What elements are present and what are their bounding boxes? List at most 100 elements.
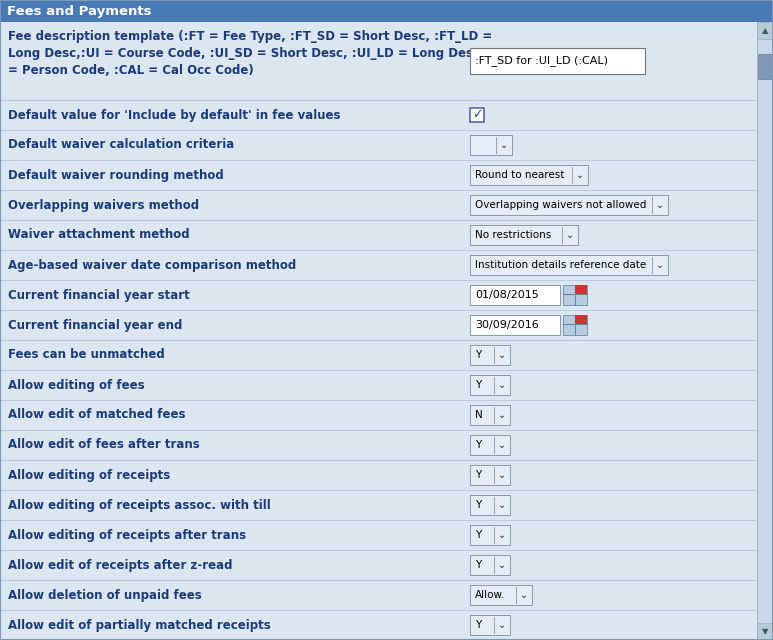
Text: ⌄: ⌄ <box>566 230 574 240</box>
Text: ⌄: ⌄ <box>656 200 664 210</box>
Bar <box>470 615 510 635</box>
Bar <box>0 520 757 550</box>
Text: Default value for 'Include by default' in fee values: Default value for 'Include by default' i… <box>8 109 340 122</box>
Bar <box>0 220 757 250</box>
Text: 01/08/2015: 01/08/2015 <box>475 290 539 300</box>
Bar <box>0 430 757 460</box>
Bar <box>563 315 587 335</box>
Bar <box>0 100 757 130</box>
Text: ⌄: ⌄ <box>498 410 506 420</box>
Bar <box>470 435 510 455</box>
Text: ⌄: ⌄ <box>520 590 528 600</box>
Bar <box>0 340 757 370</box>
Text: Default waiver rounding method: Default waiver rounding method <box>8 168 223 182</box>
Text: Default waiver calculation criteria: Default waiver calculation criteria <box>8 138 234 152</box>
Bar <box>470 345 510 365</box>
Text: ⌄: ⌄ <box>498 560 506 570</box>
Text: Fees can be unmatched: Fees can be unmatched <box>8 349 165 362</box>
Bar <box>758 54 772 79</box>
Text: ⌄: ⌄ <box>498 500 506 510</box>
Text: Fee description template (:FT = Fee Type, :FT_SD = Short Desc, :FT_LD =
Long Des: Fee description template (:FT = Fee Type… <box>8 30 498 77</box>
Text: Allow.: Allow. <box>475 590 506 600</box>
Text: Allow editing of receipts assoc. with till: Allow editing of receipts assoc. with ti… <box>8 499 271 511</box>
Text: Current financial year end: Current financial year end <box>8 319 182 332</box>
Text: Waiver attachment method: Waiver attachment method <box>8 228 189 241</box>
Bar <box>0 190 757 220</box>
Bar <box>757 22 773 39</box>
Bar <box>575 315 587 324</box>
Bar <box>0 130 757 160</box>
Text: Overlapping waivers method: Overlapping waivers method <box>8 198 199 211</box>
Text: ⌄: ⌄ <box>498 470 506 480</box>
Bar <box>470 465 510 485</box>
Text: Allow editing of receipts: Allow editing of receipts <box>8 468 170 481</box>
Bar <box>0 310 757 340</box>
Bar <box>470 285 560 305</box>
Bar <box>757 22 773 640</box>
Bar <box>470 495 510 515</box>
Text: ⌄: ⌄ <box>498 380 506 390</box>
Text: ⌄: ⌄ <box>500 140 508 150</box>
Text: Allow edit of matched fees: Allow edit of matched fees <box>8 408 186 422</box>
Bar <box>0 0 773 22</box>
Text: Allow editing of fees: Allow editing of fees <box>8 378 145 392</box>
Bar <box>470 255 668 275</box>
Text: Allow edit of receipts after z-read: Allow edit of receipts after z-read <box>8 559 233 572</box>
Text: Y: Y <box>475 530 482 540</box>
Bar <box>470 135 512 155</box>
Text: Current financial year start: Current financial year start <box>8 289 189 301</box>
Text: Institution details reference date: Institution details reference date <box>475 260 646 270</box>
Bar <box>470 108 484 122</box>
Bar <box>470 375 510 395</box>
Bar <box>575 285 587 294</box>
Bar <box>470 525 510 545</box>
Bar <box>0 22 757 100</box>
Bar <box>470 48 645 74</box>
Text: Y: Y <box>475 440 482 450</box>
Bar <box>757 623 773 640</box>
Text: Allow edit of partially matched receipts: Allow edit of partially matched receipts <box>8 618 271 632</box>
Bar <box>563 285 587 305</box>
Bar <box>0 250 757 280</box>
Text: Allow deletion of unpaid fees: Allow deletion of unpaid fees <box>8 589 202 602</box>
Text: Age-based waiver date comparison method: Age-based waiver date comparison method <box>8 259 296 271</box>
Bar <box>0 550 757 580</box>
Bar <box>0 400 757 430</box>
Bar <box>470 165 588 185</box>
Bar <box>470 225 578 245</box>
Text: ▲: ▲ <box>761 26 768 35</box>
Text: Y: Y <box>475 350 482 360</box>
Text: Y: Y <box>475 560 482 570</box>
Bar <box>470 585 532 605</box>
Text: Y: Y <box>475 500 482 510</box>
Text: ⌄: ⌄ <box>576 170 584 180</box>
Bar <box>0 160 757 190</box>
Text: ⌄: ⌄ <box>498 350 506 360</box>
Bar <box>0 370 757 400</box>
Text: Fees and Payments: Fees and Payments <box>7 4 152 17</box>
Text: Round to nearest: Round to nearest <box>475 170 564 180</box>
Text: N: N <box>475 410 483 420</box>
Text: Y: Y <box>475 470 482 480</box>
Text: No restrictions: No restrictions <box>475 230 551 240</box>
Bar <box>0 490 757 520</box>
Text: ⌄: ⌄ <box>498 620 506 630</box>
Text: Y: Y <box>475 380 482 390</box>
Text: Y: Y <box>475 620 482 630</box>
Text: ▼: ▼ <box>761 627 768 636</box>
Text: ⌄: ⌄ <box>656 260 664 270</box>
Text: ⌄: ⌄ <box>498 440 506 450</box>
Text: 30/09/2016: 30/09/2016 <box>475 320 539 330</box>
Bar <box>0 580 757 610</box>
Text: ⌄: ⌄ <box>498 530 506 540</box>
Text: :FT_SD for :UI_LD (:CAL): :FT_SD for :UI_LD (:CAL) <box>475 56 608 67</box>
Bar <box>0 610 757 640</box>
Bar <box>470 195 668 215</box>
Text: ✓: ✓ <box>472 109 482 122</box>
Bar <box>0 460 757 490</box>
Text: Overlapping waivers not allowed: Overlapping waivers not allowed <box>475 200 646 210</box>
Text: Allow edit of fees after trans: Allow edit of fees after trans <box>8 438 199 451</box>
Bar <box>0 280 757 310</box>
Bar <box>470 405 510 425</box>
Bar <box>470 555 510 575</box>
